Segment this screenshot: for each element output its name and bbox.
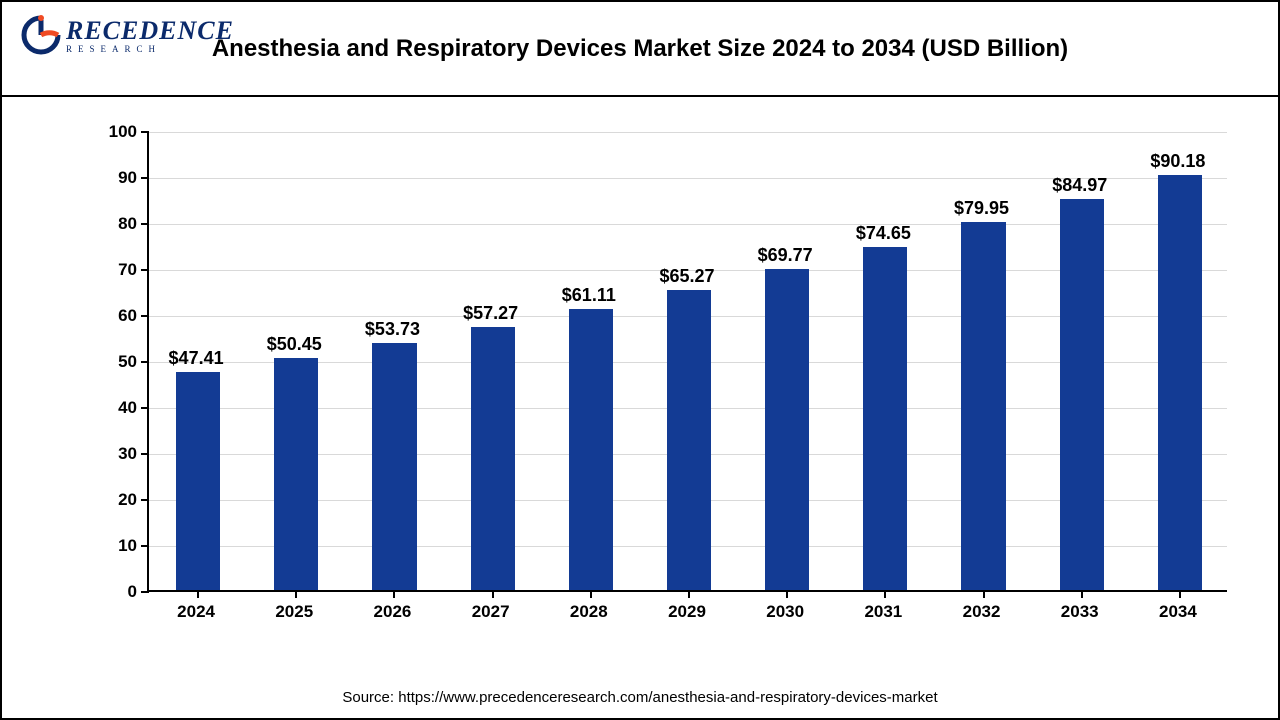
y-tick: [141, 131, 149, 133]
x-tick: [786, 590, 788, 598]
x-tick: [688, 590, 690, 598]
x-axis-label: 2024: [146, 602, 246, 622]
logo-text-block: RECEDENCE RESEARCH: [66, 16, 234, 54]
bar: [471, 327, 515, 590]
bar: [863, 247, 907, 590]
header: RECEDENCE RESEARCH Anesthesia and Respir…: [2, 2, 1278, 97]
x-axis-label: 2034: [1128, 602, 1228, 622]
y-tick: [141, 223, 149, 225]
plot-region: 0102030405060708090100: [147, 132, 1227, 592]
grid-line: [149, 132, 1227, 133]
bar: [961, 222, 1005, 590]
logo: RECEDENCE RESEARCH: [20, 14, 234, 56]
x-axis-label: 2028: [539, 602, 639, 622]
y-tick: [141, 177, 149, 179]
y-tick: [141, 315, 149, 317]
y-tick: [141, 453, 149, 455]
bar-value-label: $61.11: [529, 285, 649, 306]
bar-value-label: $90.18: [1118, 151, 1238, 172]
y-tick: [141, 269, 149, 271]
bar: [1158, 175, 1202, 590]
x-axis-label: 2030: [735, 602, 835, 622]
bar-value-label: $74.65: [823, 223, 943, 244]
y-axis-label: 60: [97, 306, 137, 326]
y-axis-label: 80: [97, 214, 137, 234]
logo-text: RECEDENCE: [66, 16, 234, 46]
bar-value-label: $69.77: [725, 245, 845, 266]
y-axis-label: 20: [97, 490, 137, 510]
x-tick: [393, 590, 395, 598]
x-axis-label: 2033: [1030, 602, 1130, 622]
logo-mark-icon: [20, 14, 62, 56]
bar-value-label: $84.97: [1020, 175, 1140, 196]
y-axis-label: 100: [97, 122, 137, 142]
bar-value-label: $65.27: [627, 266, 747, 287]
y-axis-label: 0: [97, 582, 137, 602]
chart-frame: RECEDENCE RESEARCH Anesthesia and Respir…: [0, 0, 1280, 720]
x-axis-label: 2031: [833, 602, 933, 622]
x-axis-label: 2026: [342, 602, 442, 622]
x-tick: [1179, 590, 1181, 598]
x-tick: [884, 590, 886, 598]
y-tick: [141, 499, 149, 501]
x-axis-label: 2025: [244, 602, 344, 622]
source-text: Source: https://www.precedenceresearch.c…: [2, 689, 1278, 706]
x-tick: [983, 590, 985, 598]
y-tick: [141, 591, 149, 593]
bar-value-label: $79.95: [922, 198, 1042, 219]
x-tick: [492, 590, 494, 598]
x-tick: [590, 590, 592, 598]
bar: [569, 309, 613, 590]
x-axis-label: 2032: [932, 602, 1032, 622]
y-axis-label: 10: [97, 536, 137, 556]
bar: [1060, 199, 1104, 590]
y-axis-label: 70: [97, 260, 137, 280]
x-tick: [295, 590, 297, 598]
x-axis-label: 2029: [637, 602, 737, 622]
chart-area: 0102030405060708090100 $47.412024$50.452…: [97, 132, 1227, 632]
x-axis-label: 2027: [441, 602, 541, 622]
x-tick: [1081, 590, 1083, 598]
bar: [372, 343, 416, 590]
y-axis-label: 40: [97, 398, 137, 418]
x-tick: [197, 590, 199, 598]
y-tick: [141, 545, 149, 547]
y-tick: [141, 407, 149, 409]
bar: [176, 372, 220, 590]
y-axis-label: 30: [97, 444, 137, 464]
bar: [667, 290, 711, 590]
bar: [765, 269, 809, 590]
y-axis-label: 50: [97, 352, 137, 372]
y-axis-label: 90: [97, 168, 137, 188]
bar: [274, 358, 318, 590]
